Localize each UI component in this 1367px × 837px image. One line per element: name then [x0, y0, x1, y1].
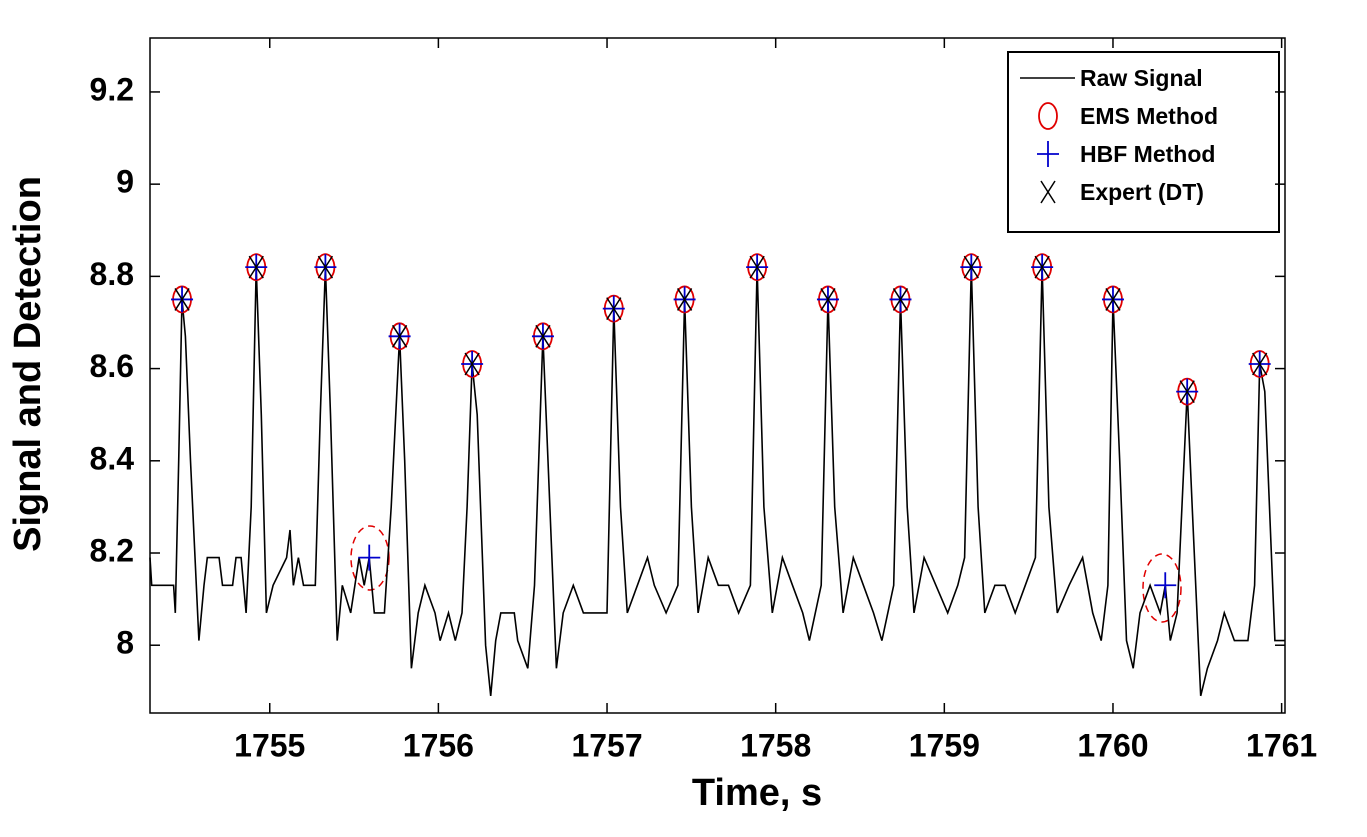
- legend-swatch: [1037, 141, 1059, 167]
- x-tick-label: 1761: [1246, 727, 1317, 763]
- expert-marker: [963, 255, 979, 279]
- x-tick-label: 1760: [1077, 727, 1148, 763]
- x-tick-label: 1757: [571, 727, 642, 763]
- expert-marker: [535, 324, 551, 348]
- y-tick-label: 8.4: [90, 440, 135, 476]
- expert-marker: [317, 255, 334, 279]
- highlight-ellipse: [1142, 553, 1182, 623]
- legend-swatch: [1038, 102, 1058, 130]
- y-tick-label: 9.2: [90, 71, 134, 107]
- x-tick-label: 1755: [234, 727, 305, 763]
- legend-frame: [1007, 51, 1280, 233]
- expert-marker: [820, 288, 836, 311]
- y-axis-label: Signal and Detection: [7, 176, 49, 552]
- expert-marker: [464, 352, 480, 376]
- y-tick-label: 8.8: [90, 256, 134, 292]
- x-tick-label: 1758: [740, 727, 811, 763]
- raw-signal-line: [149, 267, 1285, 697]
- y-tick-label: 8.6: [90, 348, 134, 384]
- hbf-marker: [1154, 572, 1177, 599]
- y-tick-label: 8: [116, 625, 134, 661]
- legend-label: Expert (DT): [1080, 179, 1204, 205]
- legend-label: Raw Signal: [1080, 65, 1203, 91]
- expert-marker: [749, 255, 765, 279]
- expert-marker: [248, 255, 264, 279]
- expert-marker: [1105, 288, 1121, 311]
- y-tick-label: 8.2: [90, 532, 134, 568]
- highlight-ellipse: [350, 525, 390, 591]
- expert-marker: [174, 288, 190, 311]
- expert-marker: [676, 288, 693, 311]
- x-tick-label: 1759: [909, 727, 980, 763]
- legend-label: HBF Method: [1080, 141, 1215, 167]
- legend: Raw Signal EMS Method HBF Method Expert (DT…: [1007, 51, 1280, 233]
- expert-marker: [1034, 255, 1050, 279]
- legend-swatch: [1040, 180, 1056, 204]
- expert-marker: [391, 324, 408, 348]
- plot-frame: [149, 37, 1286, 714]
- x-axis-label: Time, s: [692, 772, 822, 814]
- x-tick-label: 1756: [403, 727, 474, 763]
- hbf-marker: [358, 544, 381, 571]
- legend-label: EMS Method: [1080, 103, 1218, 129]
- y-tick-label: 9: [116, 164, 134, 200]
- expert-marker: [1179, 380, 1195, 404]
- expert-marker: [1252, 352, 1268, 376]
- expert-marker: [892, 288, 909, 311]
- expert-marker: [606, 297, 622, 321]
